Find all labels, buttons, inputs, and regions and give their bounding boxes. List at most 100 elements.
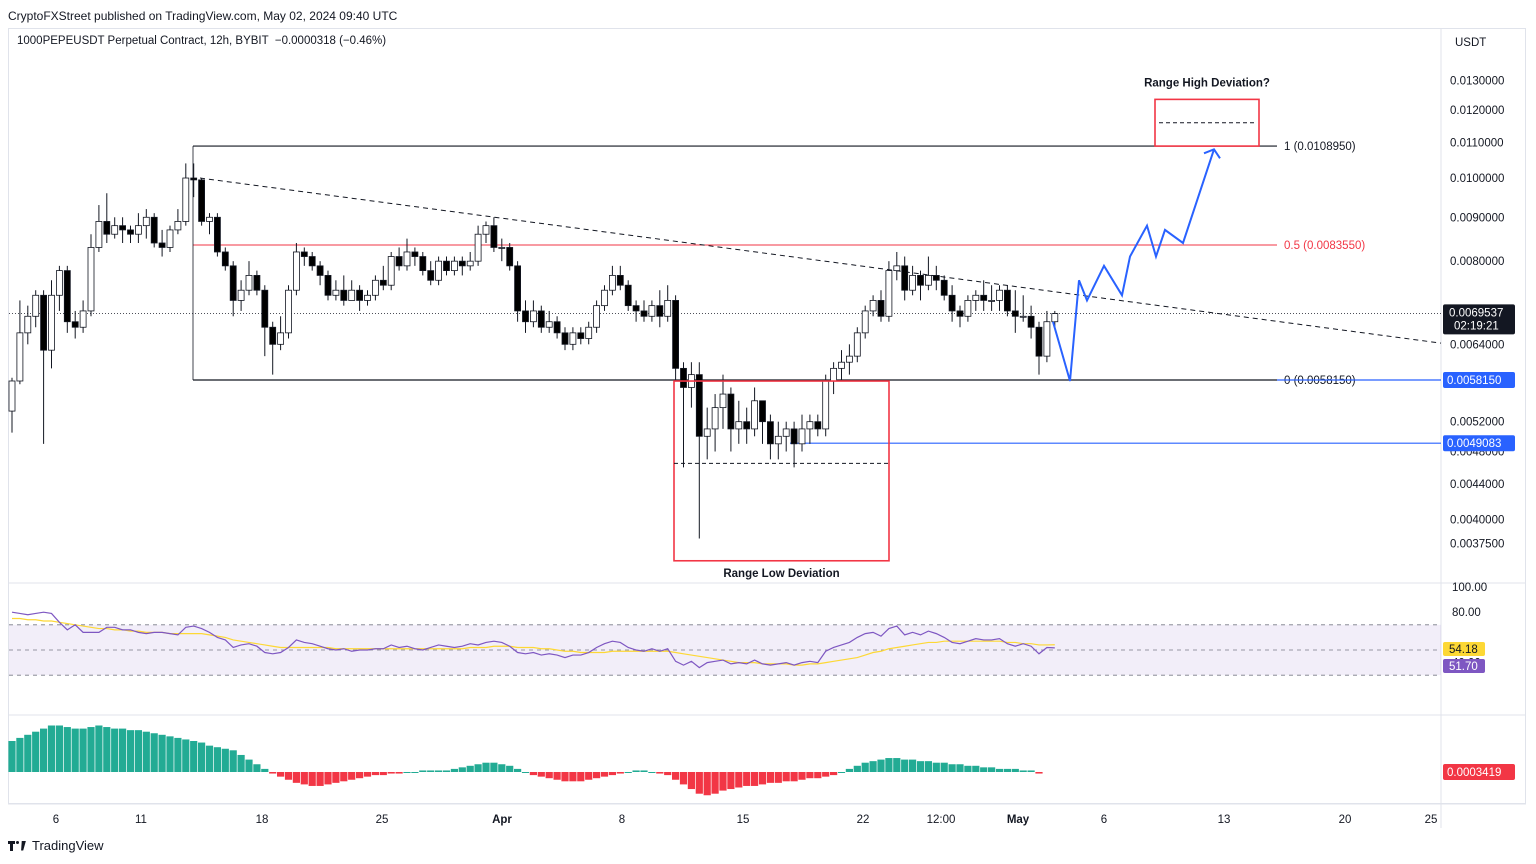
- candle-body: [893, 265, 901, 272]
- candle-body: [703, 428, 711, 437]
- histogram-bar: [269, 772, 277, 774]
- price-tick-label: 0.0064000: [1450, 339, 1504, 351]
- price-tick-label: 0.0090000: [1450, 212, 1504, 224]
- histogram-bar: [482, 762, 490, 772]
- candle-body: [474, 233, 482, 262]
- candle-body: [759, 400, 766, 423]
- candle-body: [111, 225, 119, 235]
- candle-body: [925, 275, 932, 286]
- price-badge-bg: [1443, 372, 1515, 389]
- footer-brand[interactable]: TradingView: [8, 838, 104, 853]
- candle-body: [577, 332, 585, 339]
- candle-body: [798, 428, 806, 445]
- tradingview-logo-icon: [8, 839, 26, 853]
- candle-body: [767, 421, 774, 445]
- histogram-bar: [506, 765, 514, 772]
- candle-body: [119, 225, 126, 231]
- candle-body: [71, 321, 79, 328]
- candle-body: [166, 229, 174, 248]
- candle-body: [40, 294, 47, 351]
- time-tick-label: 11: [135, 814, 147, 826]
- candle-body: [48, 294, 55, 351]
- candle-body: [790, 428, 798, 445]
- histogram-bar: [853, 765, 861, 772]
- histogram-bar: [924, 761, 932, 772]
- candle-body: [909, 275, 916, 291]
- histogram-bar: [703, 772, 711, 796]
- time-tick-label: May: [1007, 814, 1030, 826]
- histogram-bar: [16, 737, 24, 772]
- candle-body: [624, 284, 632, 307]
- current-price-badge-bg: [1443, 304, 1515, 335]
- candle-body: [269, 326, 277, 345]
- candle-body: [261, 289, 269, 328]
- candle-body: [853, 332, 861, 357]
- histogram-bar: [40, 728, 48, 772]
- fib-level-label: 1 (0.0108950): [1284, 141, 1356, 153]
- candle-body: [95, 221, 103, 248]
- candle-body: [885, 270, 893, 317]
- histogram-bar: [561, 772, 569, 782]
- histogram-badge-bg: [1443, 764, 1515, 780]
- symbol-legend[interactable]: 1000PEPEUSDT Perpetual Contract, 12h, BY…: [17, 35, 389, 47]
- range-low-label: Range Low Deviation: [723, 568, 839, 580]
- histogram-bar: [940, 762, 948, 772]
- candle-body: [956, 310, 964, 317]
- candle-body: [190, 177, 198, 181]
- histogram-bar: [24, 734, 32, 772]
- histogram-bar: [474, 764, 482, 772]
- candle-body: [901, 265, 909, 291]
- histogram-bar: [245, 759, 253, 772]
- symbol-name: 1000PEPEUSDT Perpetual Contract, 12h, BY…: [17, 35, 269, 47]
- candle-body: [553, 321, 561, 334]
- candle-body: [664, 300, 672, 317]
- candle-body: [237, 289, 245, 301]
- candle-body: [308, 256, 316, 267]
- histogram-bar: [316, 772, 324, 786]
- currency-label: USDT: [1455, 37, 1486, 49]
- histogram-bar: [111, 728, 119, 772]
- candle-body: [24, 315, 32, 334]
- candle-body: [806, 421, 814, 430]
- histogram-bar: [545, 772, 553, 779]
- histogram-bar: [466, 765, 474, 772]
- histogram-bar: [727, 772, 735, 790]
- histogram-bar: [632, 770, 640, 772]
- published-header: CryptoFXStreet published on TradingView.…: [8, 9, 398, 23]
- candle-body: [482, 225, 490, 235]
- histogram-bar: [956, 764, 964, 772]
- histogram-bar: [190, 741, 198, 772]
- histogram-bar: [379, 772, 387, 776]
- candle-body: [846, 355, 853, 363]
- histogram-bar: [948, 764, 956, 772]
- histogram-bar: [284, 772, 293, 780]
- time-tick-label: 22: [857, 814, 870, 826]
- histogram-bar: [529, 772, 537, 776]
- candle-body: [379, 279, 387, 286]
- histogram-bar: [182, 739, 190, 772]
- candle-body: [490, 225, 498, 248]
- candle-body: [411, 251, 419, 257]
- range-high-label: Range High Deviation?: [1144, 77, 1270, 89]
- histogram-bar: [577, 772, 585, 782]
- candle-body: [861, 310, 869, 334]
- countdown-badge: 02:19:21: [1454, 320, 1499, 332]
- candle-body: [340, 289, 348, 301]
- price-badge-bg: [1443, 435, 1515, 452]
- candle-body: [158, 242, 166, 248]
- time-tick-label: 25: [376, 814, 389, 826]
- rsi-value-badge: 51.70: [1449, 661, 1478, 673]
- fib-level-label: 0.5 (0.0083550): [1284, 240, 1365, 252]
- candle-body: [403, 251, 411, 267]
- candle-body: [735, 421, 743, 430]
- histogram-bar: [205, 745, 214, 772]
- candle-body: [972, 294, 980, 301]
- histogram-bar: [711, 772, 719, 794]
- histogram-bar: [585, 772, 593, 780]
- histogram-bar: [32, 731, 40, 772]
- histogram-bar: [861, 762, 869, 772]
- histogram-bar: [356, 772, 364, 779]
- histogram-bar: [134, 730, 142, 772]
- price-tick-label: 0.0110000: [1450, 138, 1504, 150]
